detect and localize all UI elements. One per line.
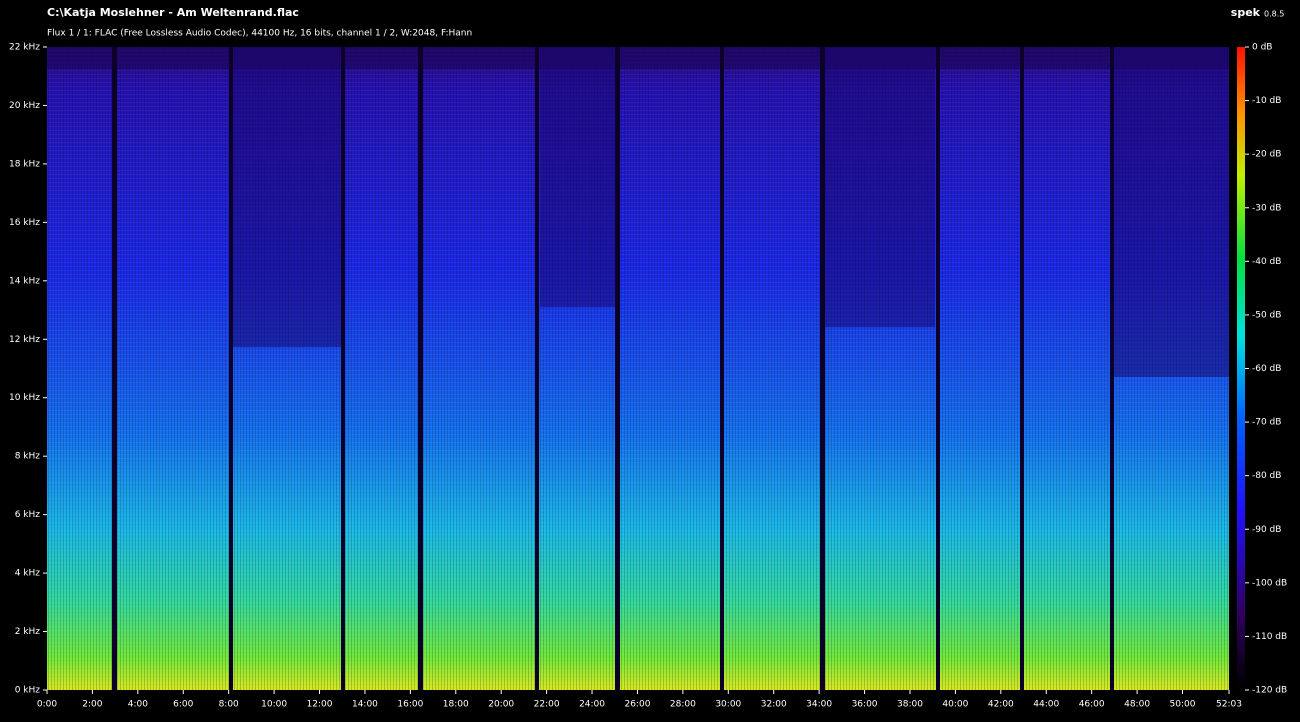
x-tick-label: 14:00 [352,700,378,710]
level-tick-label: -100 dB [1252,578,1287,588]
x-tick-label: 48:00 [1124,700,1150,710]
app-name: spek [1231,6,1261,19]
level-tick-label: -30 dB [1252,203,1281,213]
x-tick-label: 28:00 [670,700,696,710]
file-title: C:\Katja Moslehner - Am Weltenrand.flac [47,6,299,19]
y-tick-label: 18 kHz [9,159,40,169]
x-tick-label: 12:00 [307,700,333,710]
x-tick-label: 30:00 [715,700,741,710]
level-tick-label: -10 dB [1252,96,1281,106]
x-tick-label: 40:00 [942,700,968,710]
x-tick-label: 2:00 [82,700,102,710]
spectrogram-top [47,47,1229,69]
y-tick-label: 6 kHz [15,510,41,520]
x-tick-label: 16:00 [397,700,423,710]
x-tick-label: 50:00 [1170,700,1196,710]
level-tick-label: -50 dB [1252,310,1281,320]
x-tick-label: 44:00 [1033,700,1059,710]
x-tick-label: 52:03 [1216,700,1242,710]
x-tick-label: 20:00 [488,700,514,710]
level-tick-label: -60 dB [1252,364,1281,374]
x-tick-label: 0:00 [37,700,57,710]
y-tick-label: 12 kHz [9,335,40,345]
level-tick-label: -110 dB [1252,632,1287,642]
y-tick-label: 20 kHz [9,101,40,111]
y-tick-label: 22 kHz [9,43,40,53]
x-tick-label: 26:00 [624,700,650,710]
spectrogram-texture [47,47,1229,690]
x-tick-label: 32:00 [761,700,787,710]
y-tick-label: 14 kHz [9,276,40,286]
x-tick-label: 46:00 [1079,700,1105,710]
x-tick-label: 34:00 [806,700,832,710]
x-tick-label: 8:00 [219,700,239,710]
y-tick-label: 0 kHz [15,686,41,696]
level-tick-label: 0 dB [1252,43,1272,53]
stream-info: Flux 1 / 1: FLAC (Free Lossless Audio Co… [47,29,472,39]
x-tick-label: 4:00 [128,700,148,710]
x-tick-label: 10:00 [261,700,287,710]
x-tick-label: 18:00 [443,700,469,710]
x-tick-label: 42:00 [988,700,1014,710]
app-version: 0.8.5 [1264,10,1284,19]
x-tick-label: 24:00 [579,700,605,710]
x-tick-label: 38:00 [897,700,923,710]
y-tick-label: 8 kHz [15,452,41,462]
axes: 0 kHz 2 kHz 4 kHz 6 kHz 8 kHz 10 kHz 12 kHz 14 … [9,43,1287,710]
y-tick-label: 16 kHz [9,218,40,228]
level-tick-label: -70 dB [1252,418,1281,428]
quiet-regions [233,47,1229,377]
y-tick-label: 10 kHz [9,393,40,403]
level-tick-label: -90 dB [1252,525,1281,535]
level-tick-label: -80 dB [1252,471,1281,481]
y-tick-label: 4 kHz [15,569,41,579]
x-tick-label: 6:00 [173,700,193,710]
y-tick-label: 2 kHz [15,627,41,637]
level-tick-label: -20 dB [1252,150,1281,160]
track-gaps [112,47,1114,690]
x-tick-label: 36:00 [852,700,878,710]
level-colorbar [1237,47,1245,690]
level-tick-label: -40 dB [1252,257,1281,267]
level-tick-label: -120 dB [1252,686,1287,696]
spectrogram [47,47,1229,690]
x-tick-label: 22:00 [534,700,560,710]
